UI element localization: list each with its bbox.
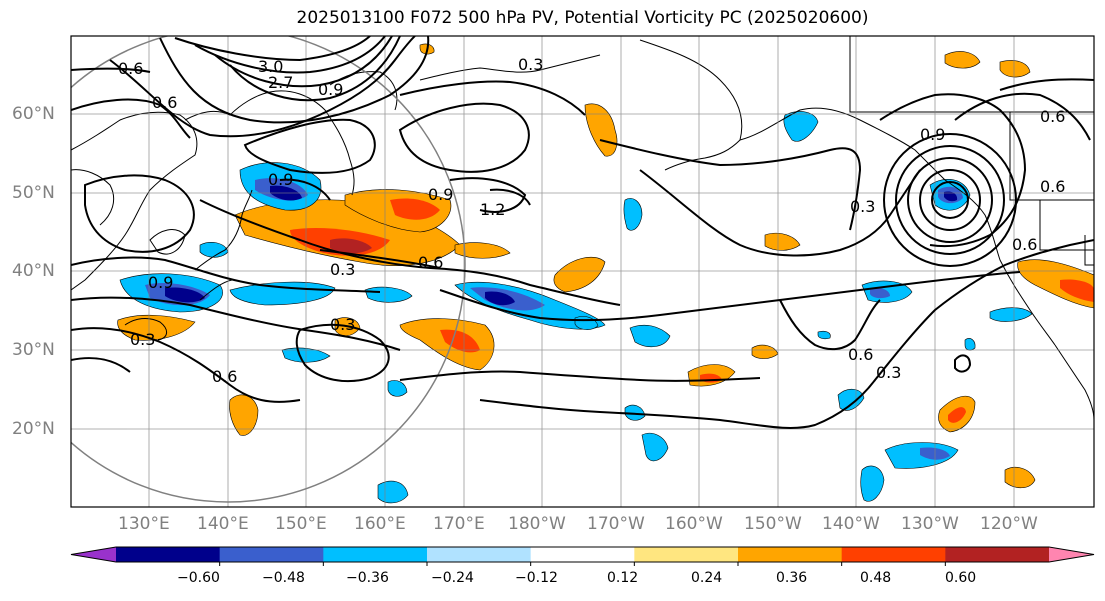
colorbar-segment	[323, 547, 428, 562]
lon-label: 170°E	[433, 514, 485, 534]
colorbar-tick-label: 0.48	[860, 570, 892, 586]
lon-label: 130°W	[901, 514, 959, 534]
contour-label: 0.6	[1040, 107, 1065, 126]
contour-label: 0.3	[850, 197, 875, 216]
contour-label: 0.9	[920, 125, 945, 144]
lon-label: 160°W	[665, 514, 723, 534]
contour-label: 0.3	[130, 330, 155, 349]
lon-label: 120°W	[980, 514, 1038, 534]
pv-contours	[71, 36, 1094, 429]
colorbar-segment	[116, 547, 221, 562]
colorbar-tick-label: −0.12	[515, 570, 558, 586]
lon-label: 130°E	[118, 514, 170, 534]
negative-pv-anomalies	[119, 111, 1033, 504]
colorbar-segment	[427, 547, 532, 562]
contour-label: 2.7	[268, 73, 293, 92]
map-title: 2025013100 F072 500 hPa PV, Potential Vo…	[296, 8, 869, 28]
graticule	[71, 36, 1094, 507]
contour-label: 0.6	[152, 93, 177, 112]
colorbar-segment	[945, 547, 1050, 562]
contour-label: 0.6	[418, 253, 443, 272]
reference-circle	[71, 36, 466, 503]
contour-label: 0.9	[268, 170, 293, 189]
colorbar-tick-label: 0.12	[607, 570, 639, 586]
colorbar-segment	[738, 547, 843, 562]
lon-label: 140°W	[822, 514, 880, 534]
colorbar-tick-label: −0.24	[431, 570, 474, 586]
lat-label: 60°N	[12, 104, 55, 124]
lon-label: 160°E	[354, 514, 406, 534]
colorbar-segment	[530, 547, 635, 562]
colorbar-extend-max	[1049, 547, 1094, 562]
contour-label: 0.3	[876, 363, 901, 382]
contour-label: 0.6	[1012, 235, 1037, 254]
contour-label: 0.9	[148, 273, 173, 292]
contour-label: 0.3	[330, 260, 355, 279]
lat-label: 40°N	[12, 261, 55, 281]
colorbar	[70, 546, 1095, 566]
map-frame	[70, 35, 1095, 508]
contour-label: 0.3	[518, 55, 543, 74]
contour-label: 0.6	[1040, 177, 1065, 196]
colorbar-tick-label: 0.24	[691, 570, 723, 586]
contour-label: 0.9	[318, 80, 343, 99]
lon-label: 170°W	[587, 514, 645, 534]
contour-label: 0.6	[118, 59, 143, 78]
contour-label: 0.9	[428, 185, 453, 204]
contour-label: 0.6	[212, 367, 237, 386]
colorbar-segment	[634, 547, 739, 562]
contour-label: 0.6	[848, 345, 873, 364]
colorbar-tick-label: −0.48	[262, 570, 305, 586]
lat-label: 50°N	[12, 183, 55, 203]
lon-label: 150°W	[744, 514, 802, 534]
contour-label: 0.3	[330, 315, 355, 334]
colorbar-outline	[70, 546, 1095, 563]
colorbar-segment	[841, 547, 946, 562]
contour-labels: 0.6 3.0 2.7 0.9 0.3 0.6 0.9 1.2 0.9 0.6 …	[118, 55, 1065, 386]
lon-label: 150°E	[275, 514, 327, 534]
colorbar-segment	[219, 547, 324, 562]
colorbar-tick-label: 0.60	[945, 570, 977, 586]
lon-label: 180°W	[508, 514, 566, 534]
contour-label: 3.0	[258, 57, 283, 76]
coastlines	[71, 36, 1094, 421]
positive-pv-anomalies	[117, 43, 1094, 489]
lat-label: 30°N	[12, 340, 55, 360]
lat-label: 20°N	[12, 419, 55, 439]
colorbar-tick-label: 0.36	[776, 570, 808, 586]
colorbar-extend-min	[71, 547, 116, 562]
lon-label: 140°E	[197, 514, 249, 534]
colorbar-tick-label: −0.36	[346, 570, 389, 586]
colorbar-tick-label: −0.60	[177, 570, 220, 586]
contour-label: 1.2	[480, 200, 505, 219]
